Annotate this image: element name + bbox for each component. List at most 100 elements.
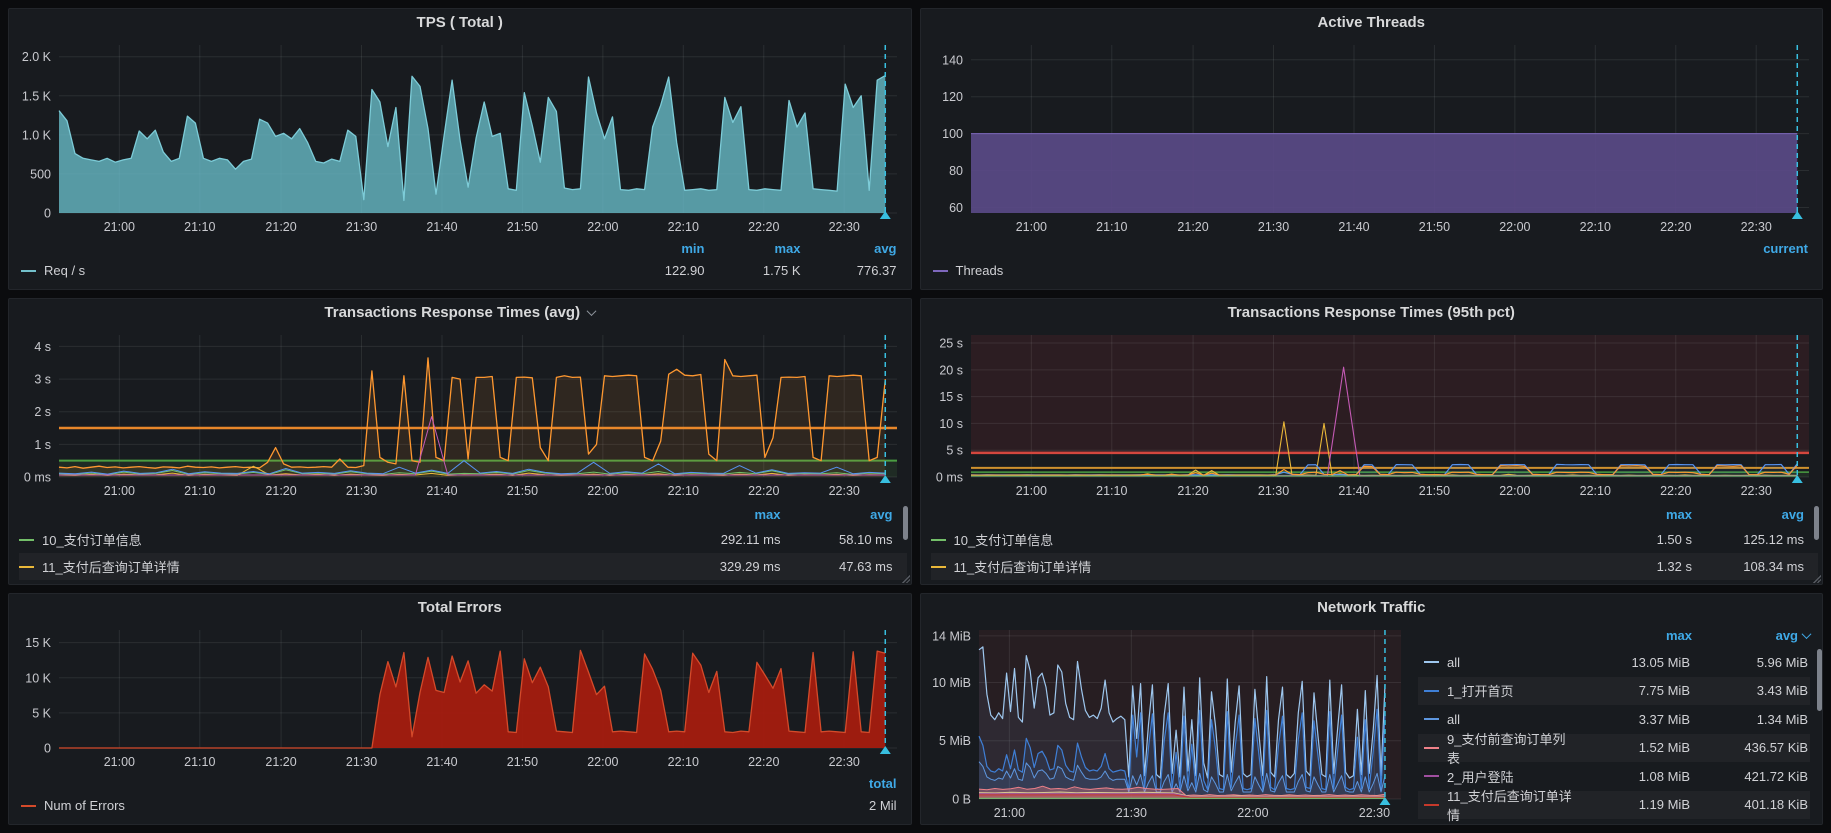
threads-chart-plot[interactable]: 60 80 100 120 140 21:00 21:10 21:20 21:30 21:40 21… xyxy=(921,36,1823,238)
panel-title-text: Transactions Response Times (avg) xyxy=(324,304,581,321)
svg-text:22:20: 22:20 xyxy=(1660,220,1691,234)
panel-title-text: Network Traffic xyxy=(1317,599,1426,616)
svg-text:22:10: 22:10 xyxy=(668,755,699,769)
stat-max-value: 1.19 MiB xyxy=(1638,797,1690,813)
errors-chart-plot[interactable]: 0 5 K 10 K 15 K 21:00 21:10 21:20 21:30 21:40 21:… xyxy=(9,621,911,773)
svg-text:21:40: 21:40 xyxy=(1338,484,1369,498)
series-label: Num of Errors xyxy=(44,798,125,813)
legend-series-req-s[interactable]: Req / s xyxy=(21,263,609,278)
svg-text:22:00: 22:00 xyxy=(1499,484,1530,498)
svg-text:22:20: 22:20 xyxy=(748,220,779,234)
svg-text:21:20: 21:20 xyxy=(265,220,296,234)
panel-resize-handle[interactable] xyxy=(900,574,910,583)
stat-avg-value: 5.96 MiB xyxy=(1756,654,1808,670)
svg-text:22:00: 22:00 xyxy=(1499,220,1530,234)
legend-header-max[interactable]: max xyxy=(1665,506,1692,522)
legend-series-11[interactable]: 11_支付后查询订单详情 xyxy=(930,557,1581,576)
stat-max-value: 1.75 K xyxy=(762,263,801,278)
legend-series-threads[interactable]: Threads xyxy=(932,263,1713,278)
svg-text:21:00: 21:00 xyxy=(1015,484,1046,498)
legend-series-query-order-list[interactable]: 9_支付前查询订单列表 xyxy=(1424,729,1572,767)
legend-header-avg[interactable]: avg xyxy=(874,241,897,256)
legend-scrollbar[interactable] xyxy=(1817,649,1822,711)
rt-avg-chart-plot[interactable]: 0 ms 1 s 2 s 3 s 4 s 21:00 21:10 21:20 21:30 21:4… xyxy=(9,326,911,502)
svg-text:21:00: 21:00 xyxy=(1015,220,1046,234)
svg-text:21:40: 21:40 xyxy=(426,755,457,769)
series-label: 1_打开首页 xyxy=(1447,684,1514,700)
svg-text:22:20: 22:20 xyxy=(748,484,779,498)
svg-text:21:30: 21:30 xyxy=(1115,806,1146,820)
legend-row: 10_支付订单信息 292.11 ms 58.10 ms xyxy=(19,526,907,553)
svg-text:4 s: 4 s xyxy=(34,340,51,354)
legend-scrollbar[interactable] xyxy=(902,506,908,540)
svg-text:0 ms: 0 ms xyxy=(24,471,51,485)
panel-menu-chevron-down-icon[interactable] xyxy=(586,306,597,317)
legend-header-max[interactable]: max xyxy=(1665,628,1692,643)
legend-scrollbar[interactable] xyxy=(1814,506,1819,540)
panel-title-tps[interactable]: TPS ( Total ) xyxy=(9,9,911,36)
svg-text:21:20: 21:20 xyxy=(1177,484,1208,498)
svg-text:60: 60 xyxy=(949,201,963,215)
legend-series-10[interactable]: 10_支付订单信息 xyxy=(930,530,1581,549)
svg-text:21:50: 21:50 xyxy=(507,484,538,498)
svg-text:21:50: 21:50 xyxy=(1418,220,1449,234)
svg-text:20 s: 20 s xyxy=(939,363,963,377)
stat-avg-value: 436.57 KiB xyxy=(1744,740,1808,756)
legend-series-user-login[interactable]: 2_用户登陆 xyxy=(1424,767,1572,786)
stat-max-value: 1.50 s xyxy=(1656,532,1692,547)
panel-title-network[interactable]: Network Traffic xyxy=(921,594,1823,621)
stat-avg-value: 421.72 KiB xyxy=(1744,768,1808,784)
svg-text:120: 120 xyxy=(942,90,963,104)
tps-legend-row: Req / s 122.90 1.75 K 776.37 xyxy=(21,259,897,282)
svg-text:0 ms: 0 ms xyxy=(935,471,962,485)
legend-series-all-2[interactable]: all xyxy=(1424,712,1572,727)
svg-text:14 MiB: 14 MiB xyxy=(932,629,971,643)
tps-chart-plot[interactable]: 0 500 1.0 K 1.5 K 2.0 K 21:00 21:10 21:20 21:30 2… xyxy=(9,36,911,238)
svg-text:21:10: 21:10 xyxy=(184,484,215,498)
legend-series-11[interactable]: 11_支付后查询订单详情 xyxy=(19,557,669,576)
errors-legend-headers: total xyxy=(21,773,897,794)
svg-text:21:00: 21:00 xyxy=(104,220,135,234)
legend-header-avg-sorted[interactable]: avg xyxy=(1692,628,1812,643)
stat-max-value: 1.32 s xyxy=(1656,559,1692,574)
legend-header-max[interactable]: max xyxy=(774,241,801,256)
legend-series-open-home[interactable]: 1_打开首页 xyxy=(1424,681,1572,700)
stat-avg-value: 58.10 ms xyxy=(839,532,893,547)
panel-resize-handle[interactable] xyxy=(1812,574,1821,583)
legend-header-avg[interactable]: avg xyxy=(870,506,893,522)
legend-header-total[interactable]: total xyxy=(869,776,897,791)
stat-avg-value: 401.18 KiB xyxy=(1744,797,1808,813)
legend-series-10[interactable]: 10_支付订单信息 xyxy=(19,530,669,549)
series-label: 11_支付后查询订单详情 xyxy=(1447,788,1572,823)
legend-header-max[interactable]: max xyxy=(754,506,781,522)
network-chart-plot[interactable]: 0 B 5 MiB 10 MiB 14 MiB 21:00 21:30 22:00 22:30 xyxy=(921,621,1415,824)
series-label: Req / s xyxy=(44,263,86,278)
panel-title-rt-avg[interactable]: Transactions Response Times (avg) xyxy=(9,299,911,326)
series-label: 9_支付前查询订单列表 xyxy=(1447,731,1566,766)
stat-avg-value: 1.34 MiB xyxy=(1756,711,1808,727)
svg-text:22:30: 22:30 xyxy=(829,755,860,769)
network-legend-headers: max avg xyxy=(1418,623,1812,648)
panel-title-errors[interactable]: Total Errors xyxy=(9,594,911,621)
svg-text:21:00: 21:00 xyxy=(104,484,135,498)
legend-series-num-errors[interactable]: Num of Errors xyxy=(21,798,801,813)
svg-text:0: 0 xyxy=(44,207,51,221)
svg-text:21:10: 21:10 xyxy=(1096,484,1127,498)
stat-total-value: 2 Mil xyxy=(869,798,897,813)
svg-text:21:00: 21:00 xyxy=(993,806,1024,820)
legend-row: 10_支付订单信息 1.50 s 125.12 ms xyxy=(930,526,1819,553)
legend-header-current[interactable]: current xyxy=(1763,241,1808,256)
legend-series-all-1[interactable]: all xyxy=(1424,655,1572,670)
svg-text:21:30: 21:30 xyxy=(346,484,377,498)
series-color-swatch xyxy=(1424,661,1439,664)
panel-title-threads[interactable]: Active Threads xyxy=(921,9,1823,36)
legend-header-avg[interactable]: avg xyxy=(1781,506,1804,522)
svg-text:22:00: 22:00 xyxy=(587,755,618,769)
panel-title-rt-95[interactable]: Transactions Response Times (95th pct) xyxy=(921,299,1823,326)
rt-95-chart-plot[interactable]: 0 ms 5 s 10 s 15 s 20 s 25 s 21:00 21:10 21:20 21… xyxy=(921,326,1823,502)
legend-row: 1_打开首页 7.75 MiB 3.43 MiB xyxy=(1418,676,1810,705)
series-label: all xyxy=(1447,711,1461,727)
legend-header-min[interactable]: min xyxy=(681,241,705,256)
svg-text:21:10: 21:10 xyxy=(184,220,215,234)
legend-series-query-order-detail[interactable]: 11_支付后查询订单详情 xyxy=(1424,786,1572,824)
